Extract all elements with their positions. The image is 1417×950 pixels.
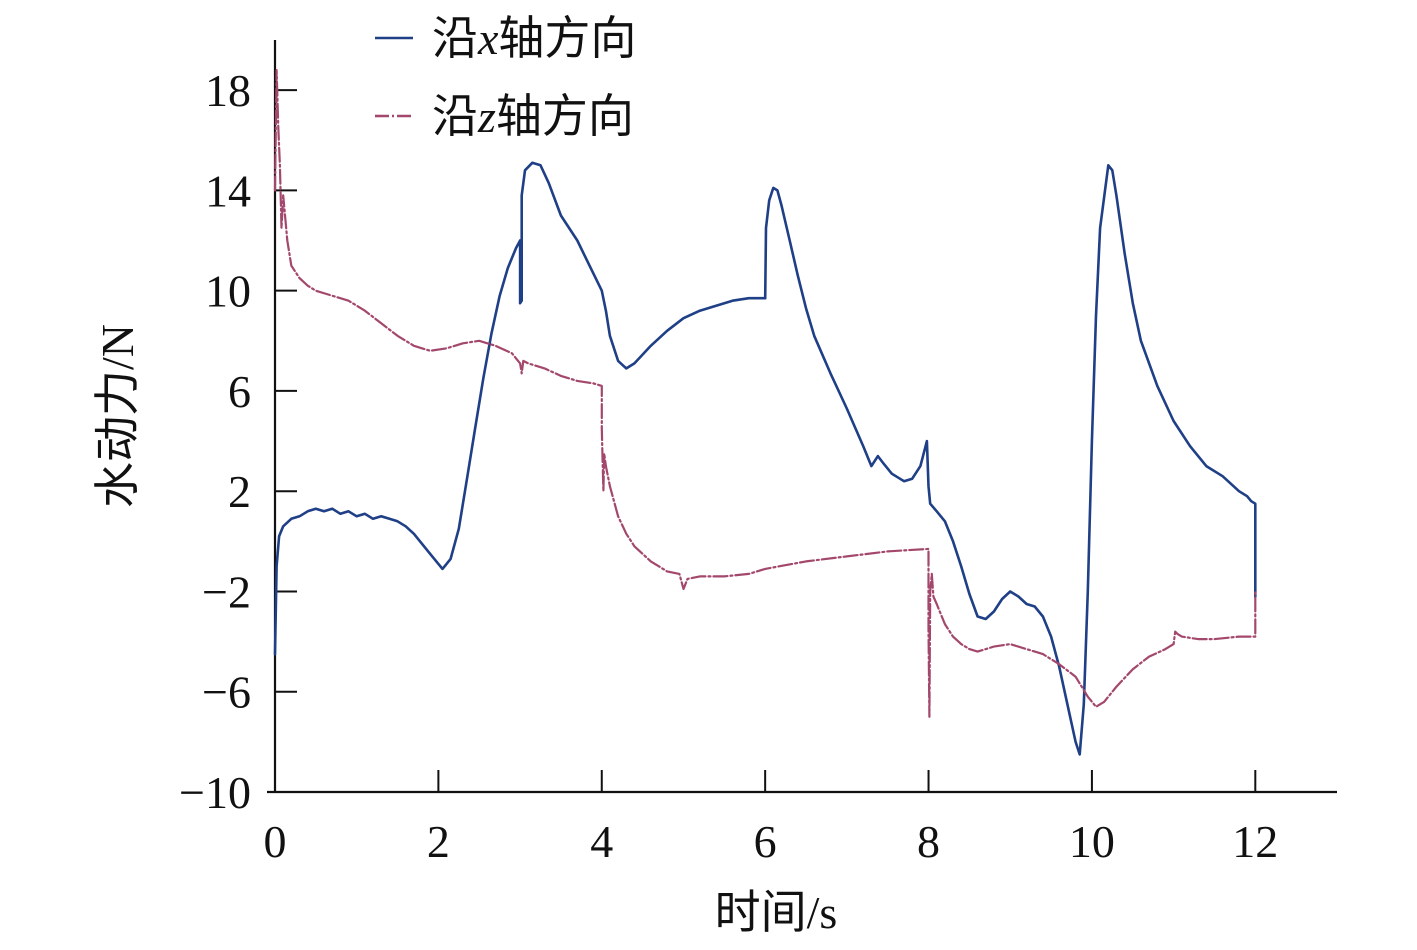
x-tick-label: 6	[754, 816, 777, 867]
x-tick-label: 0	[264, 816, 287, 867]
x-tick-label: 8	[917, 816, 940, 867]
y-tick-label: 18	[205, 65, 251, 116]
chart-axes	[267, 40, 1337, 794]
x-axis-label: 时间/s	[715, 887, 838, 938]
legend-label: 沿x轴方向	[432, 13, 636, 64]
y-tick-label: −6	[202, 667, 251, 718]
x-tick-label: 2	[427, 816, 450, 867]
plot-series	[273, 69, 1257, 756]
series-line-x	[273, 161, 1257, 756]
x-tick-label: 10	[1069, 816, 1115, 867]
y-tick-label: −2	[202, 566, 251, 617]
y-tick-label: 10	[205, 266, 251, 317]
y-tick-label: 6	[228, 366, 251, 417]
y-tick-label: 2	[228, 466, 251, 517]
y-axis-label: 水动力/N	[92, 324, 143, 508]
x-tick-label: 4	[590, 816, 613, 867]
legend-label: 沿z轴方向	[432, 91, 634, 142]
y-tick-label: −10	[179, 767, 251, 818]
y-tick-label: 14	[205, 165, 251, 216]
x-tick-label: 12	[1232, 816, 1278, 867]
series-line-z	[273, 69, 1257, 718]
axis-ticks: 0 2 4 6 8 10 12 −10 −6 −2 2 6 10 14 18	[179, 65, 1278, 867]
